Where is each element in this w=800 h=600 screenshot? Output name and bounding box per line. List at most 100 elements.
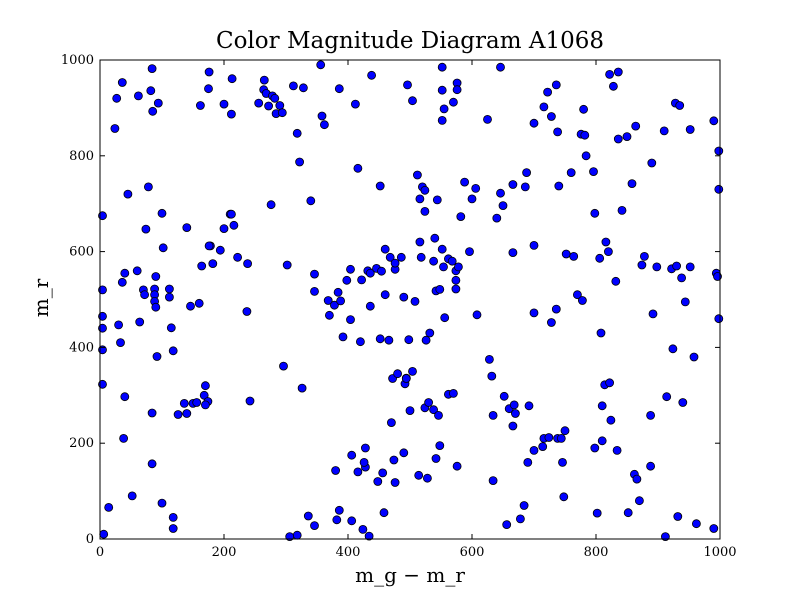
data-point (219, 224, 229, 234)
data-point (133, 91, 143, 101)
data-point (186, 301, 195, 311)
data-point (399, 448, 409, 458)
data-point (295, 157, 305, 167)
data-point (566, 168, 576, 178)
data-point (579, 104, 588, 114)
x-tick-label: 200 (212, 545, 237, 560)
data-point (678, 398, 688, 407)
data-point (453, 262, 463, 272)
data-point (338, 332, 348, 342)
data-point (420, 206, 430, 216)
data-point (523, 457, 533, 467)
data-point (270, 93, 280, 103)
data-point (448, 388, 458, 398)
data-point (673, 512, 683, 521)
data-point (166, 323, 176, 333)
plot-frame (99, 59, 721, 540)
x-axis-label: m_g − m_r (355, 563, 465, 587)
data-point (558, 457, 567, 467)
data-point (516, 514, 525, 524)
data-point (554, 181, 564, 191)
data-point (277, 108, 287, 118)
data-point (168, 513, 178, 522)
data-point (488, 410, 498, 420)
data-point (431, 454, 441, 463)
data-point (227, 74, 237, 84)
data-point (195, 101, 205, 110)
data-point (471, 183, 481, 193)
data-point (112, 93, 122, 103)
data-point (386, 418, 396, 428)
data-point (379, 508, 389, 518)
data-point (323, 296, 333, 305)
data-point (424, 398, 434, 407)
data-point (147, 408, 157, 418)
data-point (192, 398, 202, 407)
y-tick-label: 800 (69, 149, 94, 164)
data-point (168, 524, 178, 533)
data-point (668, 344, 678, 354)
data-point (157, 498, 167, 508)
data-point (117, 78, 127, 87)
data-point (319, 120, 329, 130)
data-point (384, 335, 394, 345)
data-point (508, 180, 518, 189)
data-point (511, 409, 520, 418)
data-point (421, 335, 431, 345)
data-point (151, 302, 161, 312)
data-point (492, 213, 502, 223)
data-point (375, 334, 385, 344)
data-point (298, 83, 308, 93)
y-ticks: 0 200 400 600 800 1000 (61, 53, 720, 547)
data-point (435, 441, 445, 451)
data-point (465, 247, 474, 257)
data-point (509, 400, 519, 410)
data-point (559, 492, 569, 502)
data-point (405, 406, 415, 416)
data-point (306, 196, 316, 206)
data-point (182, 223, 192, 233)
data-point (680, 297, 690, 307)
data-point (508, 248, 518, 258)
data-point (597, 436, 607, 446)
data-point (647, 158, 657, 168)
data-point (412, 170, 422, 180)
data-point (714, 314, 724, 324)
data-point (152, 352, 162, 361)
y-tick-label: 0 (86, 532, 94, 547)
data-point (342, 275, 352, 285)
data-point (611, 276, 621, 286)
data-point (592, 508, 602, 518)
data-point (437, 244, 447, 254)
data-point (164, 292, 174, 302)
data-point (364, 531, 374, 541)
data-point (242, 307, 252, 316)
data-point (538, 442, 548, 452)
data-point (437, 85, 447, 95)
data-point (613, 67, 623, 77)
data-point (357, 275, 367, 285)
data-point (529, 118, 539, 128)
data-point (519, 501, 529, 510)
data-point (396, 252, 406, 262)
data-point (355, 337, 365, 347)
data-point (373, 477, 383, 486)
data-point (429, 256, 439, 266)
data-point (659, 126, 669, 136)
data-point (646, 461, 655, 471)
data-point (714, 184, 724, 194)
x-tick-label: 600 (460, 545, 485, 560)
data-point (522, 168, 531, 178)
data-point (119, 433, 128, 443)
data-point (390, 478, 400, 487)
data-point (529, 445, 539, 455)
data-point (432, 195, 442, 205)
data-point (529, 240, 539, 250)
data-point (179, 398, 189, 408)
data-point (573, 290, 582, 300)
points-layer (98, 60, 724, 541)
data-point (551, 80, 561, 90)
data-point (437, 62, 447, 72)
data-point (141, 224, 151, 234)
